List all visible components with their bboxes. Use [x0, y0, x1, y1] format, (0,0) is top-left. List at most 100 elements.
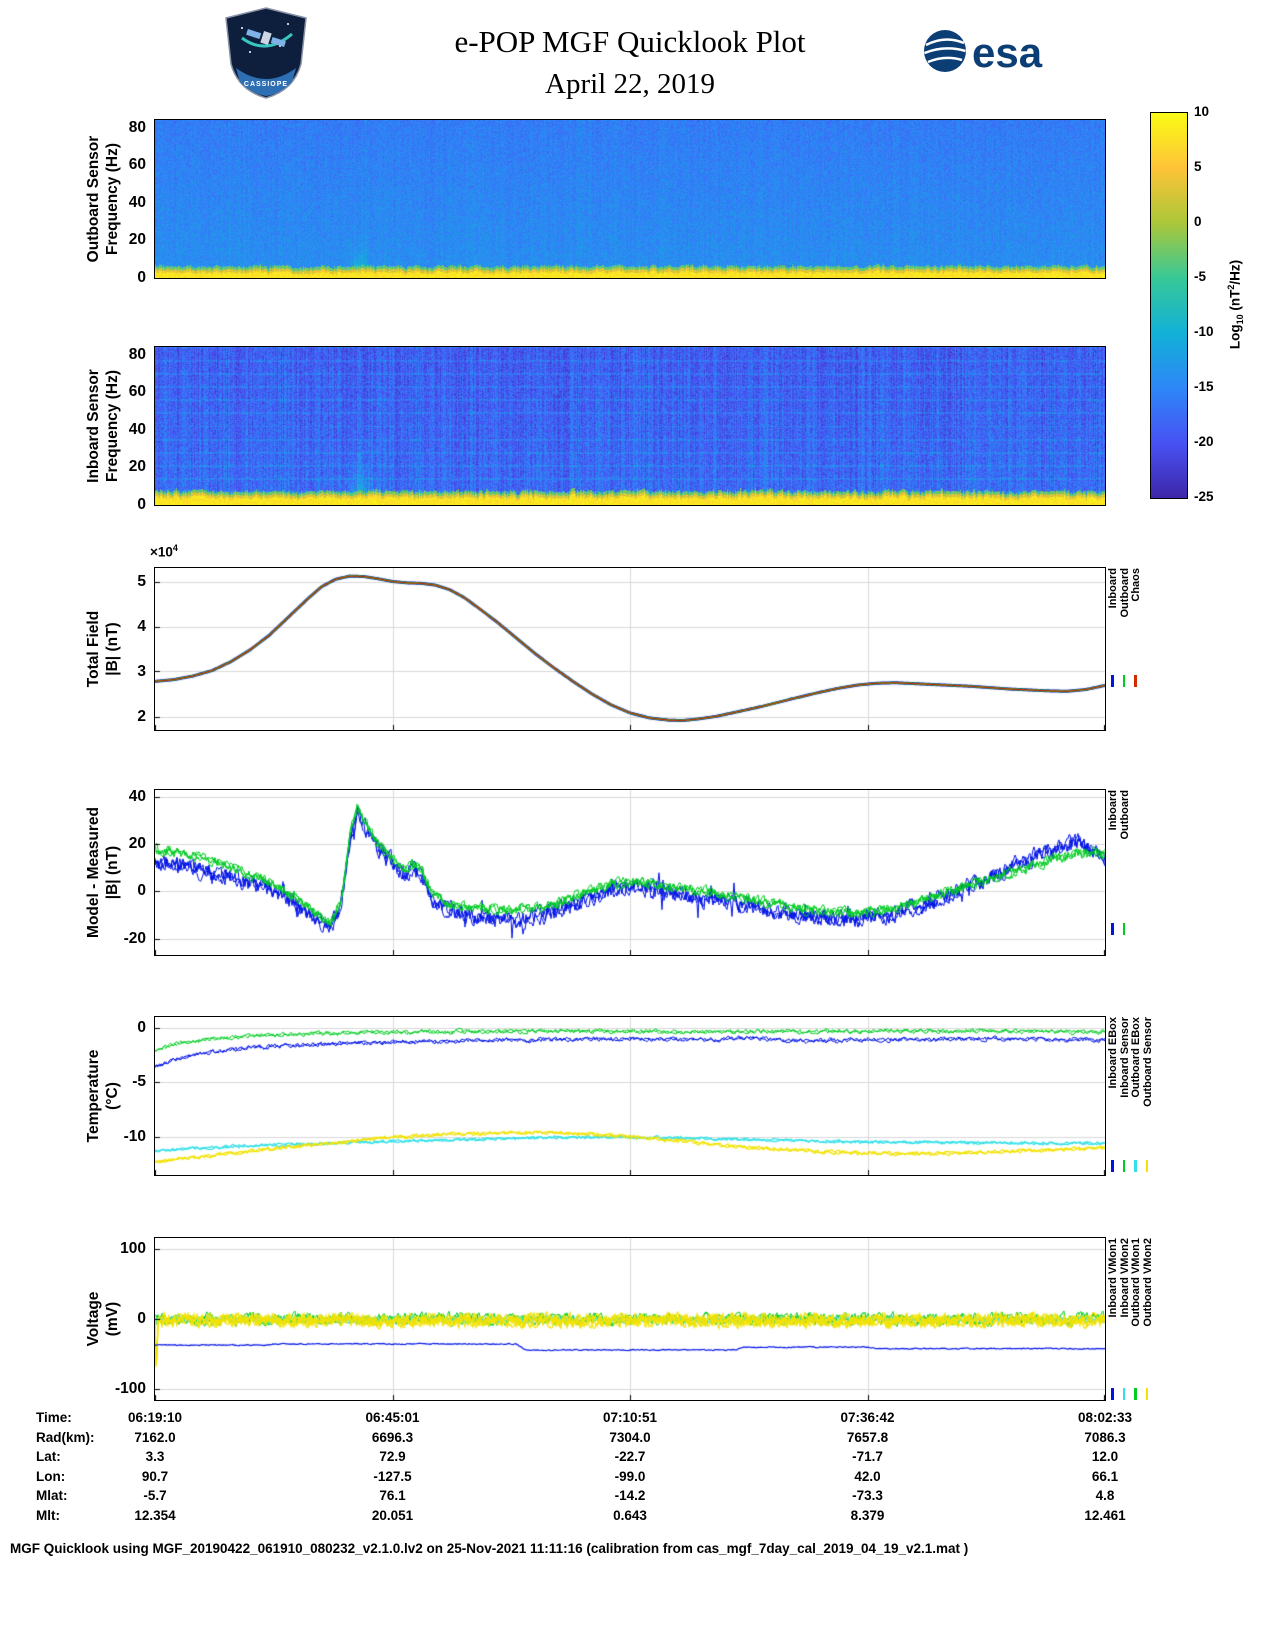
colorbar: [1150, 112, 1188, 499]
footer-caption: MGF Quicklook using MGF_20190422_061910_…: [10, 1541, 969, 1556]
inboard-spectrogram-canvas: [155, 347, 1105, 505]
table-cell: 20.051: [371, 1507, 414, 1523]
ytick-label-total-field: 2: [137, 707, 146, 725]
esa-logo: esa: [924, 29, 1043, 76]
table-cell: -71.7: [852, 1449, 883, 1464]
legend-temperature: Inboard EBox Inboard Sensor Outboard EBox O…: [1107, 1017, 1154, 1175]
table-cell: 12.0: [1091, 1449, 1119, 1464]
patch-orbit-swoosh: [241, 32, 293, 48]
legend-marker-green: [1122, 675, 1125, 687]
table-row-label: Lat:: [36, 1449, 61, 1464]
table-cell: 06:19:10: [127, 1410, 183, 1425]
ytick-label-inboard-spectrogram: 40: [128, 420, 146, 438]
plot-voltage: [154, 1237, 1106, 1401]
ylabel-total-field: Total Field |B| (nT): [84, 568, 122, 730]
table-cell: 0.643: [613, 1507, 647, 1523]
table-cell: 07:10:51: [602, 1410, 658, 1425]
patch-earth: [236, 68, 296, 96]
colorbar-tick-label: -5: [1194, 268, 1207, 284]
ytick-label-inboard-spectrogram: 0: [137, 496, 146, 513]
colorbar-tick-label: -15: [1194, 378, 1214, 394]
table-cell: -22.7: [614, 1449, 646, 1464]
ytick-label-voltage: 100: [120, 1239, 146, 1257]
table-row-label: Rad(km):: [36, 1429, 95, 1445]
legend-marker-yellow: [1145, 1388, 1148, 1400]
ytick-label-inboard-spectrogram: 60: [128, 383, 146, 401]
ytick-label-outboard-spectrogram: 60: [128, 156, 146, 174]
table-cell: -5.7: [143, 1488, 167, 1503]
ytick-label-temperature: -5: [132, 1073, 146, 1091]
plot-inboard-spectrogram: [154, 346, 1106, 506]
legend-marker-green: [1122, 1160, 1125, 1172]
table-cell: 8.379: [850, 1507, 885, 1523]
table-cell: 12.354: [134, 1507, 176, 1523]
legend-label: Outboard Sensor: [1141, 1017, 1154, 1107]
plot-outboard-spectrogram: [154, 119, 1106, 279]
plot-model-minus-measured: [154, 789, 1106, 956]
esa-wordmark: esa: [972, 29, 1043, 76]
table-cell: 12.461: [1084, 1507, 1126, 1523]
legend-total-field: Inboard Outboard Chaos: [1107, 568, 1143, 730]
table-cell: 7086.3: [1084, 1429, 1126, 1445]
legend-label: Inboard: [1107, 790, 1119, 831]
table-row-label: Lon:: [36, 1468, 66, 1484]
legend-label: Outboard VMon1: [1130, 1238, 1142, 1327]
table-cell: -127.5: [373, 1468, 412, 1484]
table-cell: 7304.0: [609, 1429, 651, 1445]
table-cell: 6696.3: [371, 1429, 414, 1445]
table-row-label: Mlat:: [36, 1488, 68, 1503]
colorbar-tick-label: -10: [1194, 323, 1214, 339]
model-minus-measured-canvas: [155, 790, 1105, 955]
ylabel-line: |B| (nT): [104, 622, 121, 676]
colorbar-tick-label: -20: [1194, 433, 1214, 449]
legend-label: Chaos: [1130, 568, 1142, 602]
ytick-label-model-minus-measured: -20: [123, 929, 146, 947]
ytick-label-total-field: 4: [137, 617, 146, 635]
table-cell: -14.2: [614, 1488, 646, 1503]
table-cell: 3.3: [145, 1449, 165, 1464]
voltage-canvas: [155, 1238, 1105, 1400]
table-cell: 72.9: [379, 1449, 406, 1464]
page-title: e-POP MGF Quicklook Plot: [454, 24, 806, 59]
ytick-label-inboard-spectrogram: 20: [128, 458, 146, 476]
table-cell: -99.0: [614, 1468, 646, 1484]
ytick-label-outboard-spectrogram: 0: [137, 269, 146, 286]
y-offset-label: ×104: [150, 543, 178, 560]
legend-voltage: Inboard VMon1 Inboard VMon2 Outboard VMon1…: [1107, 1238, 1154, 1400]
legend-marker-cyan: [1122, 1388, 1125, 1400]
table-cell: 07:36:42: [840, 1410, 895, 1425]
ylabel-temperature: Temperature (°C): [84, 1017, 122, 1175]
table-cell: 06:45:01: [365, 1410, 420, 1425]
table-cell: 76.1: [379, 1488, 406, 1503]
colorbar-tick-label: 0: [1194, 213, 1202, 229]
legend-label: Outboard VMon2: [1141, 1238, 1154, 1327]
ytick-label-outboard-spectrogram: 20: [128, 231, 146, 249]
table-row-label: Mlt:: [36, 1507, 60, 1523]
outboard-spectrogram-canvas: [155, 120, 1105, 278]
plot-temperature: [154, 1016, 1106, 1176]
colorbar-tick-label: -25: [1194, 488, 1214, 504]
legend-marker-cyan: [1134, 1160, 1137, 1172]
legend-marker-red: [1134, 675, 1137, 687]
table-cell: 08:02:33: [1077, 1410, 1133, 1425]
ytick-label-temperature: 0: [137, 1018, 146, 1036]
legend-marker-blue: [1111, 923, 1114, 935]
temperature-canvas: [155, 1017, 1105, 1175]
legend-label: Inboard EBox: [1107, 1017, 1119, 1089]
legend-marker-blue: [1111, 1388, 1114, 1400]
legend-marker-green: [1134, 1388, 1137, 1400]
ytick-label-model-minus-measured: 0: [137, 882, 146, 900]
colorbar-label: Log10 (nT2/Hz): [1226, 259, 1246, 350]
ytick-label-outboard-spectrogram: 80: [128, 118, 146, 136]
legend-marker-green: [1122, 923, 1125, 935]
plot-total-field: [154, 567, 1106, 731]
legend-label: Outboard: [1118, 790, 1131, 840]
total-field-canvas: [155, 568, 1105, 730]
colorbar-tick-label: 5: [1194, 158, 1202, 174]
table-cell: -73.3: [852, 1488, 883, 1503]
patch-satellite-icon: [246, 28, 286, 48]
legend-marker-blue: [1111, 1160, 1114, 1172]
ytick-label-model-minus-measured: 20: [128, 835, 146, 853]
legend-marker-yellow: [1145, 1160, 1148, 1172]
